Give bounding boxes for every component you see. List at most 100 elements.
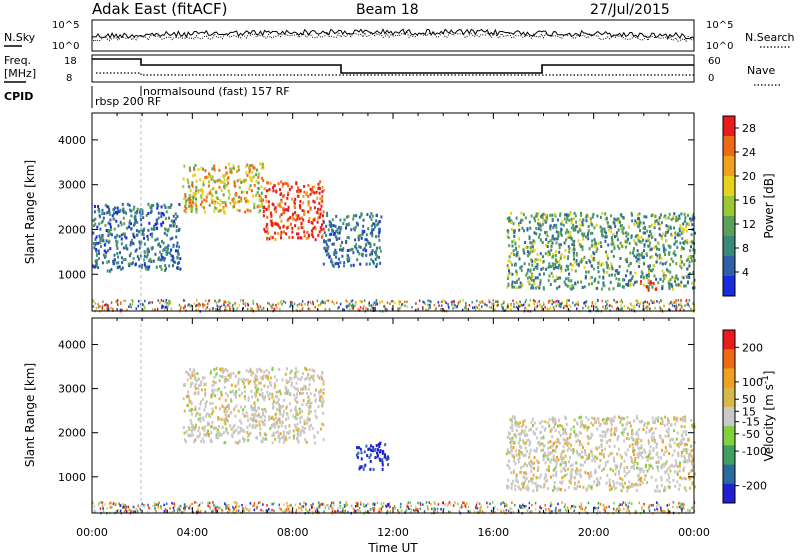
echo-cell	[672, 215, 675, 218]
echo-cell	[486, 304, 488, 307]
echo-cell	[522, 213, 525, 217]
echo-cell	[228, 196, 230, 200]
echo-cell	[98, 210, 101, 214]
echo-cell	[664, 450, 667, 454]
echo-cell	[681, 237, 684, 241]
echo-cell	[641, 481, 644, 485]
echo-cell	[610, 427, 613, 431]
echo-cell	[302, 194, 305, 198]
echo-cell	[102, 239, 105, 243]
echo-cell	[511, 240, 514, 244]
echo-cell	[277, 203, 280, 207]
echo-cell	[356, 222, 359, 226]
echo-cell	[365, 238, 368, 242]
echo-cell	[676, 419, 679, 423]
echo-cell	[622, 417, 625, 421]
echo-cell	[422, 307, 424, 311]
echo-cell	[123, 299, 125, 303]
echo-cell	[201, 200, 204, 204]
echo-cell	[668, 212, 671, 216]
echo-cell	[345, 239, 348, 243]
echo-cell	[422, 300, 424, 304]
echo-cell	[518, 228, 521, 232]
echo-cell	[517, 424, 520, 428]
echo-cell	[575, 471, 577, 475]
echo-cell	[275, 378, 278, 382]
echo-cell	[565, 213, 568, 217]
echo-cell	[199, 178, 202, 182]
echo-cell	[603, 227, 606, 231]
echo-cell	[212, 391, 215, 395]
echo-cell	[208, 308, 211, 311]
echo-cell	[134, 215, 137, 219]
echo-cell	[691, 308, 693, 311]
echo-cell	[655, 417, 657, 421]
echo-cell	[687, 302, 689, 305]
power-bar-label: Power [dB]	[762, 173, 776, 238]
echo-cell	[601, 230, 604, 234]
echo-cell	[351, 247, 354, 251]
echo-cell	[225, 418, 228, 422]
echo-cell	[633, 453, 636, 456]
echo-cell	[657, 455, 660, 459]
echo-cell	[277, 224, 280, 228]
echo-cell	[691, 259, 693, 263]
echo-cell	[586, 428, 589, 432]
echo-cell	[588, 476, 591, 480]
echo-cell	[278, 439, 281, 443]
echo-cell	[519, 444, 522, 448]
echo-cell	[561, 301, 564, 304]
echo-cell	[513, 239, 516, 243]
echo-cell	[621, 230, 624, 234]
echo-cell	[164, 246, 167, 250]
echo-cell	[602, 281, 605, 285]
echo-cell	[574, 225, 577, 229]
echo-cell	[116, 247, 119, 250]
echo-cell	[551, 217, 554, 221]
echo-cell	[522, 249, 525, 253]
echo-cell	[182, 185, 185, 189]
echo-cell	[631, 213, 634, 217]
echo-cell	[630, 485, 633, 488]
echo-cell	[343, 264, 345, 268]
echo-cell	[632, 249, 635, 253]
echo-cell	[599, 476, 602, 480]
echo-cell	[254, 392, 257, 395]
echo-cell	[635, 415, 638, 419]
echo-cell	[263, 432, 266, 436]
echo-cell	[655, 252, 657, 256]
echo-cell	[322, 379, 325, 383]
echo-cell	[288, 402, 291, 406]
echo-cell	[132, 257, 135, 260]
echo-cell	[176, 215, 179, 219]
echo-cell	[587, 215, 590, 218]
echo-cell	[157, 216, 160, 220]
echo-cell	[355, 247, 358, 251]
echo-cell	[295, 387, 298, 391]
echo-cell	[374, 225, 377, 229]
echo-cell	[311, 185, 314, 189]
echo-cell	[221, 404, 224, 408]
echo-cell	[528, 428, 531, 432]
echo-cell	[301, 307, 304, 310]
echo-cell	[571, 264, 574, 267]
echo-cell	[582, 237, 584, 241]
echo-cell	[582, 485, 585, 489]
echo-cell	[235, 390, 238, 394]
echo-cell	[151, 235, 154, 238]
echo-cell	[418, 299, 421, 302]
echo-cell	[662, 274, 665, 278]
echo-cell	[271, 368, 274, 372]
echo-cell	[189, 206, 192, 210]
echo-cell	[92, 305, 95, 308]
echo-cell	[260, 388, 263, 392]
echo-cell	[317, 304, 320, 307]
echo-cell	[254, 373, 257, 377]
echo-cell	[516, 480, 519, 484]
echo-cell	[583, 232, 586, 236]
echo-cell	[255, 173, 258, 177]
echo-cell	[544, 479, 547, 483]
echo-cell	[427, 299, 429, 302]
echo-cell	[508, 271, 511, 275]
echo-cell	[297, 412, 299, 416]
